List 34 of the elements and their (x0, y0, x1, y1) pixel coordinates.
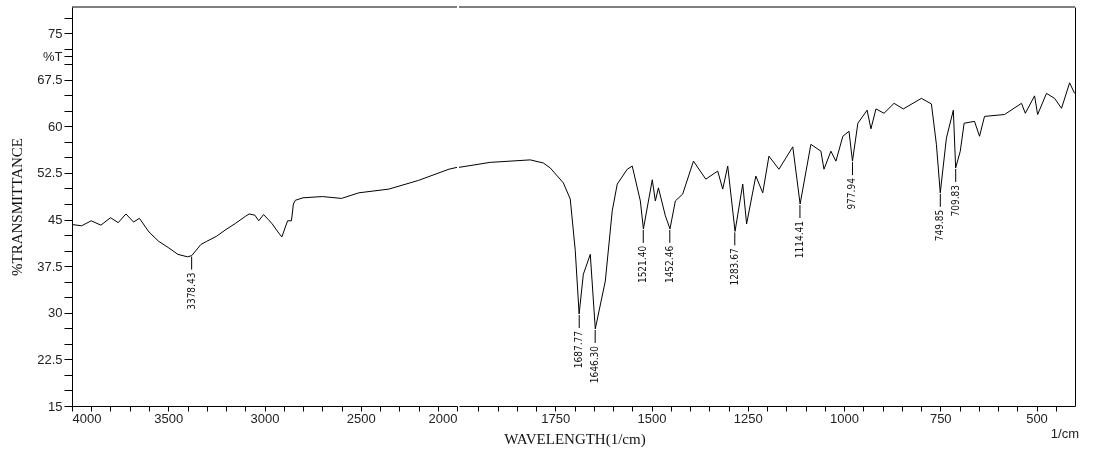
y-tick-label: 22.5 (37, 351, 63, 367)
annotation: 749.85 (934, 209, 946, 242)
x-tick-label: 1500 (637, 410, 667, 426)
x-tick-label: 2000 (428, 410, 458, 426)
y-tick-label: 45 (48, 212, 63, 228)
y-tick-label: 37.5 (37, 258, 63, 274)
annotation: 709.83 (949, 184, 961, 217)
y-tick-label: 67.5 (37, 72, 63, 88)
x-tick-label: 3000 (250, 410, 280, 426)
annotation: 1687.77 (573, 331, 585, 369)
x-tick-label: 1750 (541, 410, 571, 426)
x-tick-label: 1000 (830, 410, 859, 426)
y-axis-title: %TRANSMITTANCE (9, 138, 26, 276)
annotation: 1283.67 (728, 248, 740, 286)
annotation: 1452.46 (663, 245, 675, 284)
x-tick-label: 500 (1026, 410, 1048, 426)
annotation: 1114.41 (793, 221, 805, 259)
x-tick-label: 750 (929, 410, 952, 426)
y-tick-label: 15 (48, 398, 63, 414)
x-tick-label: 4000 (72, 410, 102, 426)
y-tick-label: 30 (48, 305, 63, 321)
annotation: 1521.40 (637, 245, 649, 284)
y-tick-label: 75 (48, 25, 63, 41)
y-tick-label: 60 (48, 118, 63, 134)
y-tick-label: 52.5 (37, 165, 63, 181)
annotation: 3378.43 (185, 272, 197, 310)
x-tick-label: 2500 (346, 410, 376, 426)
annotation: 977.94 (846, 177, 858, 210)
annotation: 1646.30 (589, 345, 601, 384)
x-tick-label: 3500 (154, 410, 184, 426)
y-tick-label: %T (43, 48, 63, 64)
x-tick-label: 1250 (733, 410, 763, 426)
x-axis-title: WAVELENGTH(1/cm) (504, 430, 646, 448)
text: 1/cm (1050, 426, 1079, 441)
